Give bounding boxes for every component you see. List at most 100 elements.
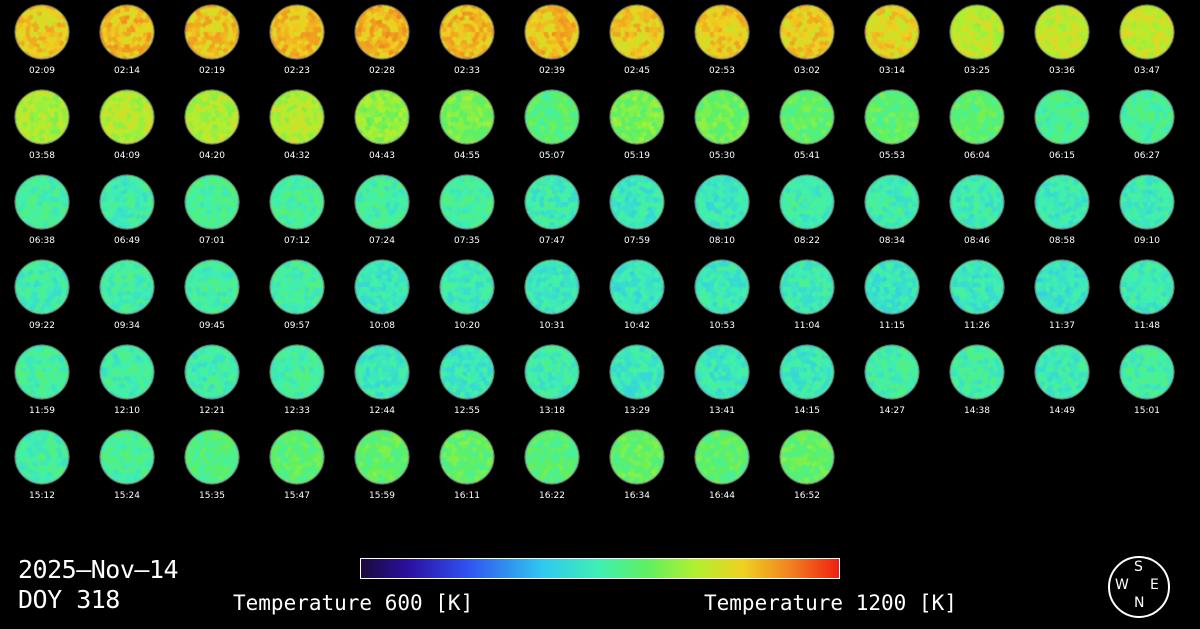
thumbnail-time-label: 02:14 — [114, 66, 140, 76]
sky-temperature-map — [14, 174, 70, 230]
sky-temperature-map — [354, 89, 410, 145]
thumbnail-time-label: 09:34 — [114, 321, 140, 331]
thumbnail-time-label: 04:55 — [454, 151, 480, 161]
sky-temperature-map — [14, 344, 70, 400]
thumbnail: 08:10 — [687, 174, 757, 254]
thumbnail-time-label: 15:01 — [1134, 406, 1160, 416]
thumbnail: 07:59 — [602, 174, 672, 254]
thumbnail: 10:20 — [432, 259, 502, 339]
sky-temperature-map — [609, 4, 665, 60]
sky-temperature-map — [864, 259, 920, 315]
thumbnail-time-label: 10:31 — [539, 321, 565, 331]
sky-temperature-map — [949, 344, 1005, 400]
thumbnail-time-label: 08:46 — [964, 236, 990, 246]
thumbnail: 15:35 — [177, 429, 247, 509]
colorbar-min-label: Temperature 600 [K] — [233, 591, 474, 615]
thumbnail: 10:31 — [517, 259, 587, 339]
thumbnail-time-label: 16:34 — [624, 491, 650, 501]
thumbnail: 07:35 — [432, 174, 502, 254]
thumbnail-time-label: 05:19 — [624, 151, 650, 161]
thumbnail: 11:26 — [942, 259, 1012, 339]
thumbnail: 03:25 — [942, 4, 1012, 84]
thumbnail: 15:47 — [262, 429, 332, 509]
thumbnail-time-label: 02:23 — [284, 66, 310, 76]
thumbnail: 06:38 — [7, 174, 77, 254]
thumbnail: 05:19 — [602, 89, 672, 169]
thumbnail-time-label: 13:41 — [709, 406, 735, 416]
thumbnail: 07:47 — [517, 174, 587, 254]
sky-temperature-map — [1119, 174, 1175, 230]
thumbnail-time-label: 15:47 — [284, 491, 310, 501]
sky-temperature-map — [694, 174, 750, 230]
thumbnail: 05:30 — [687, 89, 757, 169]
date-label: 2025–Nov–14 — [18, 555, 179, 584]
sky-temperature-map — [1034, 259, 1090, 315]
thumbnail: 14:49 — [1027, 344, 1097, 424]
sky-temperature-map — [1119, 344, 1175, 400]
sky-temperature-map — [864, 89, 920, 145]
sky-temperature-map — [694, 429, 750, 485]
thumbnail-time-label: 10:42 — [624, 321, 650, 331]
thumbnail: 02:53 — [687, 4, 757, 84]
thumbnail: 09:22 — [7, 259, 77, 339]
thumbnail: 16:22 — [517, 429, 587, 509]
sky-temperature-map — [269, 344, 325, 400]
sky-temperature-map — [184, 344, 240, 400]
thumbnail-time-label: 12:44 — [369, 406, 395, 416]
thumbnail: 16:44 — [687, 429, 757, 509]
sky-temperature-map — [184, 429, 240, 485]
thumbnail-time-label: 02:45 — [624, 66, 650, 76]
sky-temperature-map — [779, 344, 835, 400]
sky-temperature-map — [694, 344, 750, 400]
thumbnail: 10:42 — [602, 259, 672, 339]
sky-temperature-map — [184, 89, 240, 145]
thumbnail: 15:01 — [1112, 344, 1182, 424]
thumbnail: 02:28 — [347, 4, 417, 84]
thumbnail: 15:59 — [347, 429, 417, 509]
sky-temperature-map — [524, 4, 580, 60]
sky-temperature-map — [779, 259, 835, 315]
thumbnail-time-label: 13:29 — [624, 406, 650, 416]
thumbnail-time-label: 02:09 — [29, 66, 55, 76]
sky-temperature-map — [864, 174, 920, 230]
compass-w: W — [1115, 577, 1129, 593]
thumbnail-time-label: 16:52 — [794, 491, 820, 501]
compass-n: N — [1134, 595, 1145, 611]
thumbnail-time-label: 07:47 — [539, 236, 565, 246]
sky-temperature-map — [524, 174, 580, 230]
thumbnail-time-label: 02:39 — [539, 66, 565, 76]
sky-temperature-map — [99, 429, 155, 485]
thumbnail: 05:07 — [517, 89, 587, 169]
thumbnail-time-label: 14:49 — [1049, 406, 1075, 416]
thumbnail-time-label: 02:33 — [454, 66, 480, 76]
sky-temperature-map — [609, 429, 665, 485]
thumbnail-time-label: 07:12 — [284, 236, 310, 246]
thumbnail: 14:38 — [942, 344, 1012, 424]
sky-temperature-map — [354, 4, 410, 60]
sky-temperature-map — [269, 174, 325, 230]
sky-temperature-map — [524, 259, 580, 315]
thumbnail: 08:58 — [1027, 174, 1097, 254]
thumbnail-time-label: 02:28 — [369, 66, 395, 76]
thumbnail: 03:36 — [1027, 4, 1097, 84]
thumbnail-time-label: 07:01 — [199, 236, 225, 246]
thumbnail: 02:33 — [432, 4, 502, 84]
sky-temperature-map — [1119, 259, 1175, 315]
thumbnail-time-label: 03:36 — [1049, 66, 1075, 76]
sky-temperature-map — [269, 4, 325, 60]
thumbnail-time-label: 05:41 — [794, 151, 820, 161]
sky-temperature-map — [524, 89, 580, 145]
thumbnail: 08:34 — [857, 174, 927, 254]
sky-temperature-map — [949, 4, 1005, 60]
sky-temperature-map — [1034, 174, 1090, 230]
thumbnail-time-label: 11:04 — [794, 321, 820, 331]
thumbnail-time-label: 13:18 — [539, 406, 565, 416]
sky-temperature-map — [609, 89, 665, 145]
thumbnail-time-label: 02:19 — [199, 66, 225, 76]
thumbnail-time-label: 06:27 — [1134, 151, 1160, 161]
sky-temperature-map — [524, 344, 580, 400]
thumbnail-time-label: 14:27 — [879, 406, 905, 416]
sky-temperature-map — [609, 344, 665, 400]
sky-temperature-map — [14, 429, 70, 485]
sky-temperature-map — [609, 259, 665, 315]
